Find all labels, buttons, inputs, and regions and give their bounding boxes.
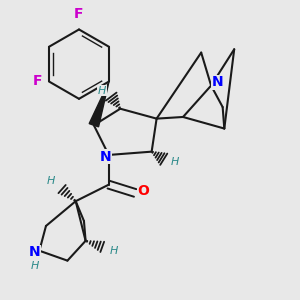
Text: N: N [28, 245, 40, 260]
Text: H: H [110, 246, 118, 256]
Text: N: N [212, 75, 224, 89]
Text: H: H [98, 85, 106, 96]
Text: F: F [74, 7, 84, 21]
Text: H: H [30, 261, 39, 271]
Text: H: H [171, 157, 179, 166]
Text: O: O [137, 184, 149, 198]
Text: N: N [100, 150, 111, 164]
Polygon shape [89, 82, 109, 127]
Text: H: H [47, 176, 55, 186]
Text: F: F [33, 74, 42, 88]
